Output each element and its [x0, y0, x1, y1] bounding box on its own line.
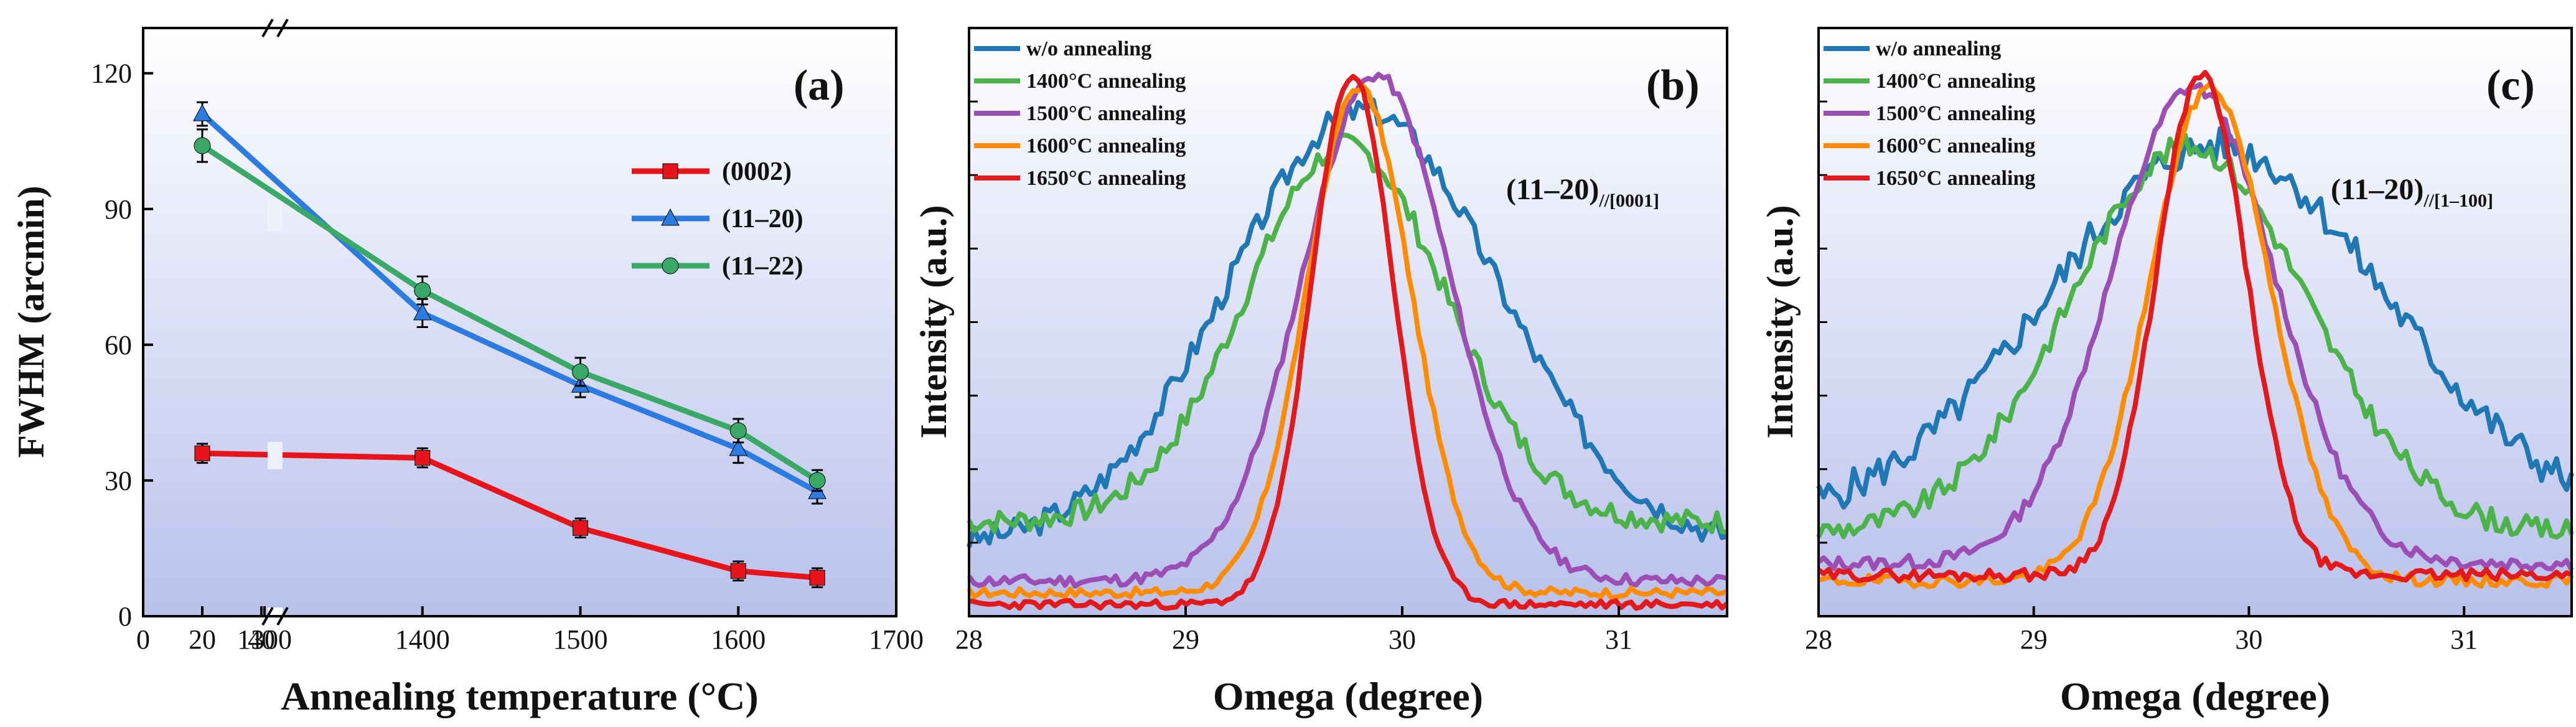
panel-a-y-axis-label: FWHM (arcmin)	[11, 185, 52, 457]
panel-a-label: (a)	[794, 62, 845, 110]
panel-b-series-line-2	[967, 72, 1728, 589]
panel-a-data-point	[194, 137, 211, 154]
panel-a-line-break-gap	[268, 204, 283, 232]
panel-b-series-line-3	[967, 83, 1728, 600]
panel-c-frame	[1817, 27, 2573, 617]
panel-c-legend-label: 1400°C annealing	[1876, 70, 2035, 93]
panel-b-legend-label: w/o annealing	[1026, 37, 1151, 60]
panel-b-series-line-1	[967, 132, 1728, 535]
panel-b-annotation-sub: //[0001]	[1598, 190, 1659, 211]
panel-c-label: (c)	[2486, 62, 2535, 110]
panel-c-series-line-2	[1817, 82, 2574, 573]
panel-c-x-tick-label: 31	[2450, 624, 2478, 655]
panel-c-x-tick-label: 28	[1805, 624, 1832, 655]
panel-c-series-line-0	[1816, 126, 2574, 510]
panel-a-legend-marker	[662, 257, 679, 274]
panel-a-x-tick-label: 40	[248, 624, 275, 655]
panel-a-legend: (0002) (11–20) (11–22)	[632, 157, 803, 281]
panel-a-legend-marker	[662, 163, 678, 179]
panel-c-legend: w/o annealing 1400°C annealing 1500°C anne…	[1824, 37, 2035, 190]
panel-a-line-break-gap	[268, 441, 283, 469]
panel-a-plot-area	[143, 28, 896, 616]
panel-a-series-0	[194, 441, 825, 588]
panel-a-data-point	[808, 472, 826, 489]
panel-a-y-tick-label: 90	[105, 194, 132, 225]
panel-c-legend-label: 1500°C annealing	[1876, 102, 2035, 125]
panel-c-y-axis-label: Intensity (a.u.)	[1759, 205, 1801, 438]
panel-c-x-tick-label: 30	[2235, 624, 2262, 655]
panel-a-x-tick-label: 1300	[237, 624, 292, 655]
panel-c-legend-label: 1650°C annealing	[1876, 167, 2035, 190]
panel-a-data-point	[572, 363, 589, 380]
panel-a-x-tick-label: 20	[189, 624, 216, 655]
panel-a-data-point	[415, 450, 431, 466]
panel-a-legend-marker	[661, 208, 680, 226]
panel-b-x-tick-label: 29	[1172, 624, 1199, 655]
panel-b-legend-label: 1650°C annealing	[1026, 167, 1186, 190]
panel-a-y-tick-label: 60	[105, 330, 132, 360]
panel-c-series-line-4	[1817, 70, 2573, 584]
panel-a-legend-label: (11–22)	[722, 252, 803, 281]
panel-c: 28 29 30 31 (c) Intensity (a.u.) Omega (deg…	[1759, 27, 2574, 718]
panel-a-x-tick-label: 1500	[553, 624, 608, 655]
panel-a-frame	[142, 27, 897, 617]
panel-b-x-tick-label: 31	[1605, 624, 1632, 655]
panel-a-data-point	[194, 445, 210, 461]
panel-a-legend-label: (0002)	[722, 157, 792, 186]
panel-a-data-point	[414, 282, 431, 299]
panel-c-annotation-sub: //[1–100]	[2423, 190, 2493, 211]
panel-b-annotation: (11–20)//[0001]	[1506, 173, 1659, 211]
panel-a-series-2	[194, 128, 826, 492]
panel-c-series-line-1	[1816, 132, 2574, 540]
panel-b-frame	[968, 27, 1728, 617]
panel-a-y-tick-label: 120	[91, 59, 132, 89]
panel-b-label: (b)	[1646, 62, 1700, 110]
panel-b-legend-label: 1600°C annealing	[1026, 134, 1186, 157]
panel-b-series-line-4	[968, 73, 1729, 611]
panel-a-data-point	[413, 303, 432, 321]
panel-c-annotation-main: (11–20)	[2331, 173, 2424, 206]
panel-a-x-tick-label: 0	[136, 624, 150, 655]
panel-b-annotation-main: (11–20)	[1506, 173, 1599, 206]
panel-b-legend-label: 1400°C annealing	[1026, 70, 1186, 93]
panel-a-x-tick-label: 1700	[869, 624, 924, 655]
panel-c-legend-label: 1600°C annealing	[1876, 134, 2035, 157]
panel-a-data-point	[573, 520, 588, 536]
panel-b-y-axis-label: Intensity (a.u.)	[913, 205, 954, 438]
panel-a-x-axis-label: Annealing temperature (°C)	[281, 674, 758, 718]
panel-b-plot-area	[969, 28, 1727, 616]
panel-c-x-tick-label: 29	[2020, 624, 2048, 655]
panel-c-annotation: (11–20)//[1–100]	[2331, 173, 2493, 211]
panel-b-legend: w/o annealing 1400°C annealing 1500°C anne…	[974, 37, 1186, 190]
panel-a-x-tick-label: 1600	[711, 624, 766, 655]
panel-a-legend-label: (11–20)	[722, 205, 803, 233]
panel-a-data-point	[193, 104, 212, 121]
panel-a-data-point	[730, 563, 746, 579]
panel-a-y-tick-label: 0	[118, 601, 132, 632]
panel-b-x-tick-label: 30	[1389, 624, 1416, 655]
panel-c-x-axis-label: Omega (degree)	[2060, 674, 2330, 718]
panel-b-legend-label: 1500°C annealing	[1026, 102, 1186, 125]
panel-a-data-point	[729, 438, 748, 456]
panel-c-legend-label: w/o annealing	[1876, 37, 2001, 60]
panel-c-plot-area	[1819, 28, 2572, 616]
panel-a-y-tick-label: 30	[105, 466, 132, 496]
panel-b-x-axis-label: Omega (degree)	[1213, 674, 1483, 718]
panel-b-x-tick-label: 28	[955, 624, 983, 655]
panel-a-data-point	[809, 570, 825, 586]
panel-a-data-point	[729, 422, 747, 439]
panel-b: 28 29 30 31 (b) Intensity (a.u.) Omega (deg…	[913, 27, 1729, 718]
panel-a-x-tick-label: 1400	[395, 624, 450, 655]
